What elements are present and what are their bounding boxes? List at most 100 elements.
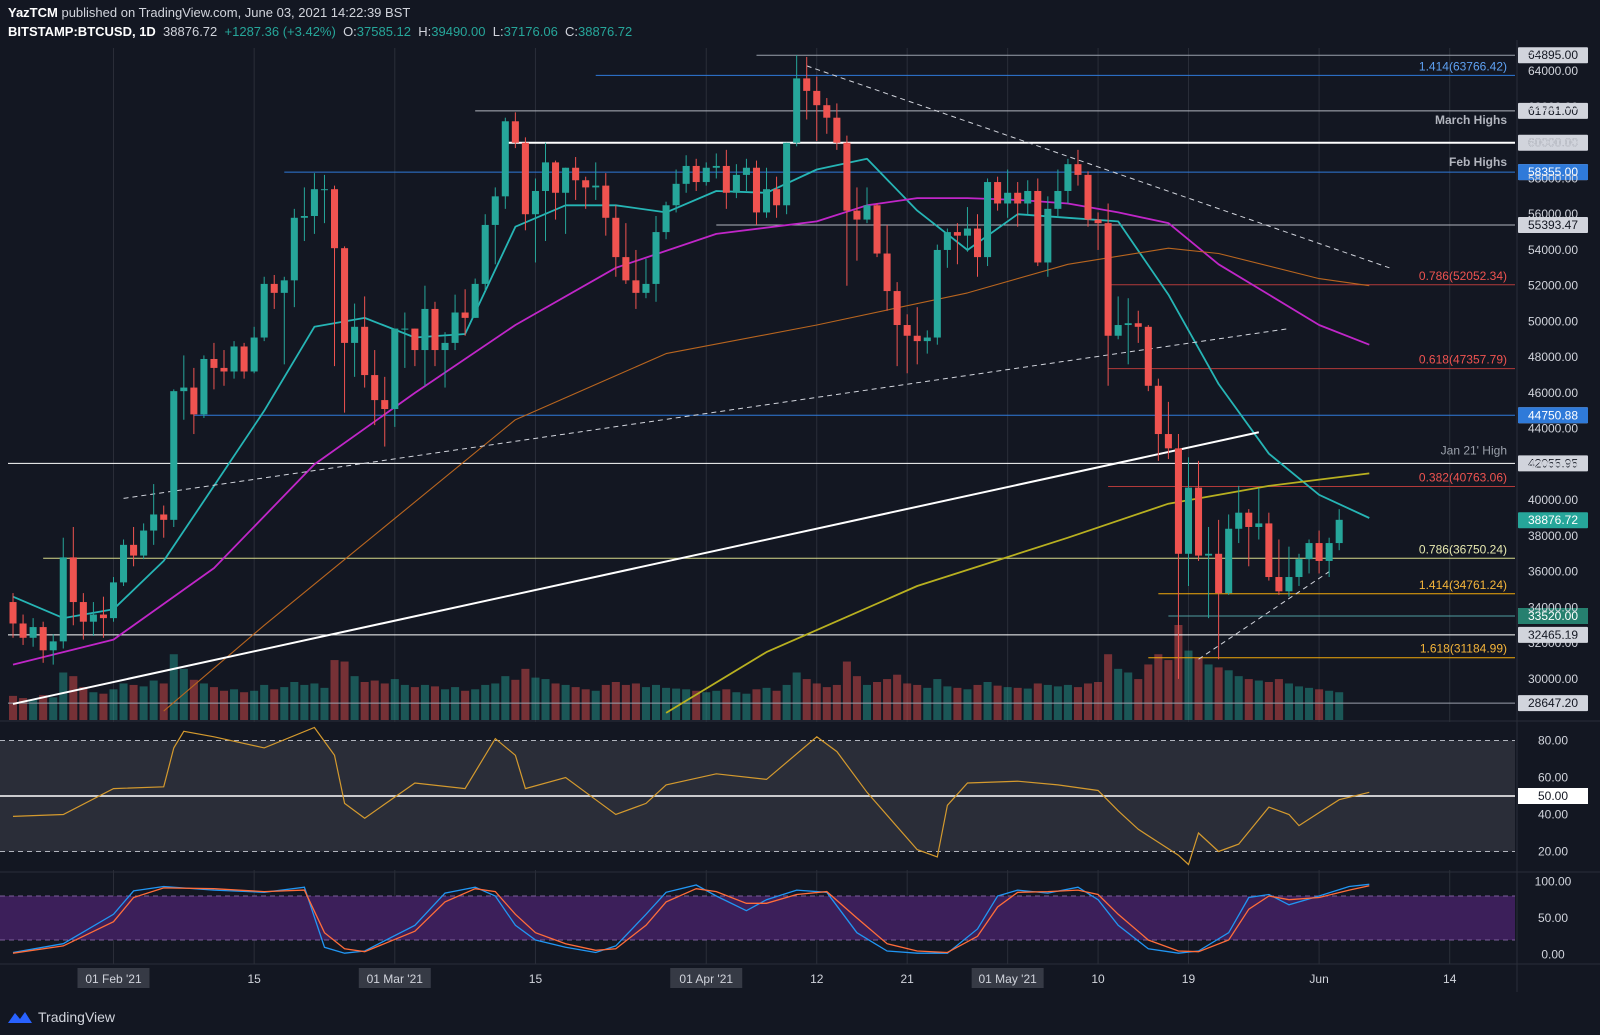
- candle-body: [1024, 190, 1032, 204]
- stoch-tick: 0.00: [1541, 948, 1565, 962]
- candle-body: [401, 328, 409, 330]
- candle-body: [421, 308, 429, 351]
- time-label-box: [670, 968, 743, 988]
- volume-bar: [852, 676, 861, 720]
- candle-body: [220, 367, 228, 372]
- ema50-line: [12, 197, 1370, 666]
- candle-body: [160, 514, 168, 520]
- level-badge-text: 55393.47: [1528, 218, 1578, 232]
- candle-body: [1084, 174, 1092, 220]
- volume-bar: [290, 682, 299, 720]
- candle-body: [1124, 323, 1132, 326]
- volume-bar: [1083, 683, 1093, 720]
- last-price: 38876.72: [163, 24, 218, 39]
- candle-body: [1134, 323, 1142, 327]
- publish-info: YazTCM published on TradingView.com, Jun…: [8, 5, 410, 20]
- candle-body: [893, 291, 901, 326]
- candle-body: [783, 142, 791, 206]
- fib-label: 0.786(36750.24): [1419, 542, 1507, 556]
- price-axis[interactable]: 64895.00 61781.00 60000.00 58355.00 55393.47…: [1518, 47, 1588, 962]
- price-tick: 44000.00: [1528, 422, 1578, 436]
- candle-body: [793, 78, 801, 143]
- candle-body: [180, 387, 188, 392]
- candle-body: [230, 346, 238, 372]
- volume-bar: [913, 684, 922, 720]
- volume-bar: [1234, 676, 1243, 720]
- volume-bar: [531, 677, 540, 720]
- candle-body: [441, 342, 449, 351]
- volume-bar: [501, 676, 510, 720]
- candle-body: [562, 167, 570, 193]
- price-tick: 40000.00: [1528, 493, 1578, 507]
- candle-body: [1044, 208, 1052, 263]
- candle-body: [411, 328, 419, 351]
- volume-bar: [963, 689, 972, 720]
- volume-bar: [491, 683, 500, 720]
- candle-body: [973, 228, 982, 258]
- price-change: +1287.36 (+3.42%): [224, 24, 336, 39]
- symbol-name[interactable]: BITSTAMP:BTCUSD, 1D: [8, 24, 156, 39]
- volume-bar: [722, 689, 731, 720]
- candle-body: [541, 162, 550, 191]
- rsi-tick: 40.00: [1538, 808, 1568, 822]
- candle-body: [763, 189, 771, 213]
- candle-body: [331, 189, 339, 249]
- candle-body: [200, 358, 208, 415]
- candle-body: [732, 174, 740, 193]
- brand-name: TradingView: [38, 1009, 116, 1025]
- volume-bar: [320, 687, 329, 720]
- candle-body: [59, 557, 67, 642]
- candle-body: [320, 189, 328, 191]
- tradingview-logo[interactable]: TradingView: [8, 1009, 115, 1025]
- time-label: 01 Mar '21: [367, 972, 424, 986]
- moving-averages: [12, 157, 1370, 714]
- price-tick: 48000.00: [1528, 350, 1578, 364]
- volume-bar: [69, 676, 78, 720]
- close-label: C:: [565, 24, 579, 39]
- candle-body: [883, 253, 891, 292]
- price-badge: [1518, 407, 1588, 424]
- volume-bar: [1274, 679, 1283, 720]
- candle-body: [260, 283, 268, 338]
- price-tick: 46000.00: [1528, 386, 1578, 400]
- candle-body: [1014, 192, 1022, 204]
- price-tick: 34000.00: [1528, 600, 1578, 614]
- candle-body: [994, 182, 1002, 204]
- stoch-d-line: [12, 885, 1370, 954]
- volume-bar: [682, 689, 691, 720]
- fib-label: 1.414(34761.24): [1419, 578, 1507, 592]
- candles[interactable]: [9, 55, 1343, 679]
- volume-bar: [873, 682, 882, 720]
- level-badge: [1518, 134, 1588, 151]
- fib-label: 1.414(63766.42): [1419, 59, 1507, 73]
- volume-bar: [250, 690, 259, 720]
- candle-body: [481, 224, 489, 284]
- volume-bar: [370, 680, 379, 720]
- trendline: [12, 431, 1260, 705]
- volume-bar: [1224, 670, 1233, 720]
- volume-bar: [1013, 687, 1022, 720]
- volume-bar: [983, 682, 992, 720]
- time-label: 01 Feb '21: [85, 972, 142, 986]
- candle-body: [250, 337, 258, 372]
- ema20-line: [12, 157, 1370, 619]
- time-axis[interactable]: 01 Feb '21 15 01 Mar '21 15 01 Apr '21 12 21 01…: [77, 968, 1457, 988]
- price-badge: [1518, 607, 1588, 624]
- price-tick: 36000.00: [1528, 565, 1578, 579]
- volume-bar: [149, 680, 158, 720]
- price-tick: 58000.00: [1528, 171, 1578, 185]
- candle-body: [1245, 512, 1253, 527]
- volume-bar: [461, 690, 470, 720]
- candle-body: [1104, 223, 1112, 336]
- volume-bar: [340, 661, 349, 720]
- low-value: 37176.06: [503, 24, 558, 39]
- volume-bar: [551, 683, 560, 720]
- volume-bar: [1264, 682, 1273, 720]
- candle-body: [351, 326, 359, 343]
- candle-body: [1205, 553, 1213, 556]
- level-badge: [1518, 47, 1588, 64]
- candle-body: [984, 182, 992, 258]
- candle-body: [1325, 543, 1333, 561]
- volume-bar: [1254, 680, 1263, 720]
